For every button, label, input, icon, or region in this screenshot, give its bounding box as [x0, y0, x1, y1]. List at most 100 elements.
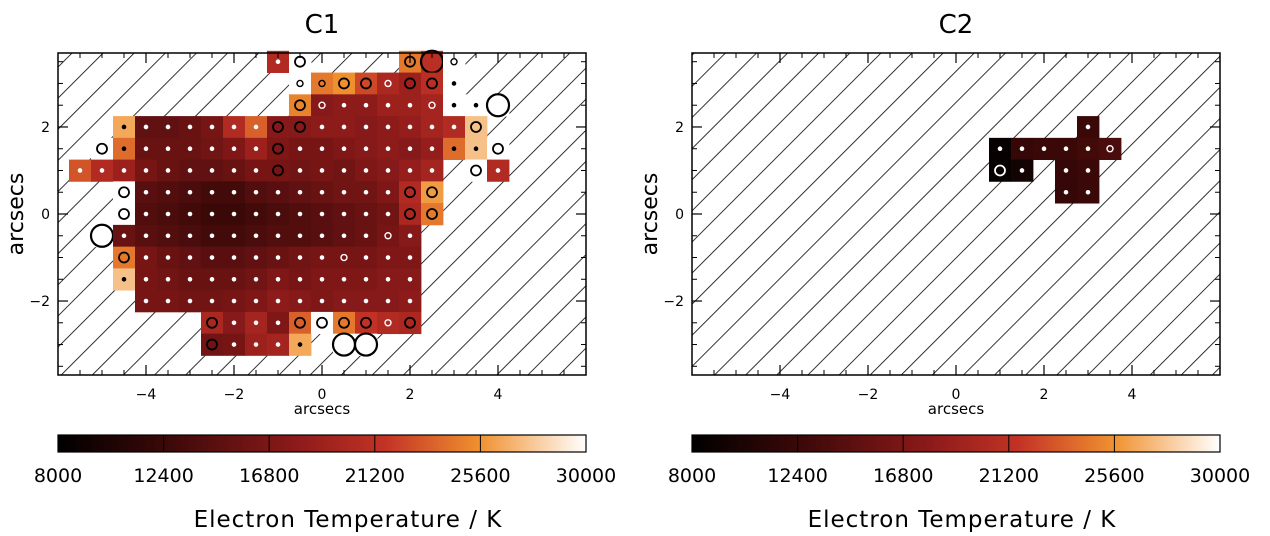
uncertainty-marker [253, 342, 259, 347]
uncertainty-marker [363, 298, 369, 304]
uncertainty-marker [294, 316, 306, 329]
heatmap-cell [989, 159, 1012, 182]
uncertainty-marker [121, 146, 127, 152]
uncertainty-marker [253, 320, 259, 326]
uncertainty-marker [319, 233, 325, 239]
uncertainty-marker [407, 102, 413, 108]
uncertainty-marker [297, 298, 303, 304]
uncertainty-marker [297, 211, 303, 217]
uncertainty-marker [187, 146, 193, 152]
colorbar-tick-label: 25600 [1084, 465, 1144, 487]
uncertainty-marker [404, 186, 416, 199]
uncertainty-marker [165, 189, 171, 195]
heatmap-cell [377, 311, 400, 335]
y-tick-label: 2 [41, 120, 50, 136]
uncertainty-marker [341, 146, 347, 152]
uncertainty-marker [1085, 189, 1091, 195]
heatmap-cell [333, 246, 356, 269]
uncertainty-marker [275, 320, 281, 326]
uncertainty-marker [121, 276, 127, 282]
uncertainty-marker [384, 319, 392, 327]
uncertainty-marker [143, 189, 149, 195]
uncertainty-marker [209, 255, 215, 260]
uncertainty-marker [253, 255, 259, 260]
uncertainty-marker [1063, 189, 1069, 195]
uncertainty-marker [99, 168, 105, 173]
x-tick-label: 0 [318, 387, 327, 403]
uncertainty-marker [385, 298, 391, 304]
uncertainty-marker [187, 211, 193, 217]
uncertainty-marker [404, 208, 416, 220]
uncertainty-marker [275, 342, 281, 347]
uncertainty-marker [341, 233, 347, 239]
heatmap-cell [421, 72, 444, 95]
uncertainty-marker [319, 189, 325, 195]
uncertainty-marker [407, 255, 413, 260]
uncertainty-marker [121, 124, 127, 130]
uncertainty-marker [385, 276, 391, 282]
uncertainty-marker [426, 208, 438, 220]
uncertainty-marker [231, 124, 237, 130]
uncertainty-marker [297, 342, 303, 347]
uncertainty-marker [1085, 124, 1091, 130]
uncertainty-marker [473, 102, 479, 108]
uncertainty-marker [231, 146, 237, 152]
uncertainty-marker [407, 168, 413, 173]
uncertainty-marker [1063, 168, 1069, 173]
heatmap-cell [1099, 137, 1122, 161]
uncertainty-marker [384, 232, 392, 240]
panel-c1-colorbar-label: Electron Temperature / K [194, 507, 503, 533]
uncertainty-marker [187, 168, 193, 173]
uncertainty-marker [253, 168, 259, 173]
uncertainty-marker [231, 211, 237, 217]
uncertainty-marker [385, 211, 391, 217]
uncertainty-marker [187, 298, 193, 304]
heatmap-cell [289, 116, 312, 139]
uncertainty-marker [118, 208, 130, 220]
uncertainty-marker [360, 77, 372, 90]
colorbar-tick-label: 16800 [873, 465, 933, 487]
uncertainty-marker [296, 79, 304, 88]
heatmap-cell [289, 50, 312, 73]
uncertainty-marker [407, 146, 413, 152]
uncertainty-marker [165, 124, 171, 130]
uncertainty-marker [319, 124, 325, 130]
uncertainty-marker [118, 186, 130, 199]
uncertainty-marker [407, 298, 413, 304]
panel-c2-colorbar-ticks: 8000 12400 16800 21200 25600 30000 [668, 435, 1250, 487]
uncertainty-marker [407, 124, 413, 130]
heatmap-cell [399, 181, 422, 204]
uncertainty-marker [363, 146, 369, 152]
y-tick-label: 0 [675, 207, 684, 223]
uncertainty-marker [341, 168, 347, 173]
heatmap-cell [421, 50, 444, 73]
uncertainty-marker [209, 146, 215, 152]
uncertainty-marker [209, 124, 215, 130]
uncertainty-marker [363, 124, 369, 130]
uncertainty-marker [426, 186, 438, 199]
heatmap-cell [113, 246, 136, 269]
uncertainty-marker [294, 121, 306, 133]
uncertainty-marker [341, 102, 347, 108]
heatmap-cell [91, 137, 114, 161]
uncertainty-marker [209, 168, 215, 173]
heatmap-cell [355, 72, 378, 95]
heatmap-cell [465, 116, 488, 139]
heatmap-cell [113, 181, 136, 204]
panel-c1-xlabel: arcsecs [294, 400, 351, 418]
uncertainty-marker [209, 298, 215, 304]
uncertainty-marker [363, 276, 369, 282]
uncertainty-marker [231, 320, 237, 326]
uncertainty-marker [495, 168, 501, 173]
uncertainty-marker [340, 253, 348, 262]
uncertainty-marker [1085, 146, 1091, 152]
uncertainty-marker [297, 146, 303, 152]
uncertainty-marker [206, 338, 218, 351]
uncertainty-marker [338, 316, 350, 329]
uncertainty-marker [429, 146, 435, 152]
uncertainty-marker [209, 211, 215, 217]
uncertainty-marker [353, 332, 379, 357]
uncertainty-marker [275, 211, 281, 217]
heatmap-cell [201, 333, 224, 356]
